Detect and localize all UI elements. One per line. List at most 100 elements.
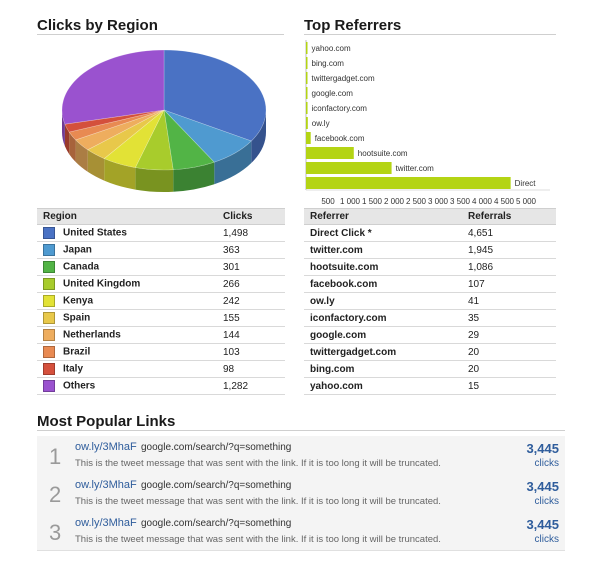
short-url-link[interactable]: ow.ly/3MhaF: [75, 441, 137, 453]
tweet-message: This is the tweet message that was sent …: [75, 458, 441, 469]
pie-slice-canada[interactable]: [163, 109, 215, 171]
referrer-bar[interactable]: [306, 72, 308, 84]
pie-slice-side: [251, 110, 266, 164]
referrer-bar[interactable]: [306, 57, 308, 69]
pie-slice-side: [62, 110, 65, 147]
pie-slice-spain[interactable]: [87, 109, 165, 159]
referrer-bar[interactable]: [306, 132, 311, 144]
region-clicks: 1,498: [217, 224, 285, 242]
referrer-row[interactable]: facebook.com 107: [304, 275, 556, 293]
pie-slice-brazil[interactable]: [68, 109, 165, 141]
referrer-row[interactable]: Direct Click * 4,651: [304, 224, 556, 242]
region-cell: Spain: [37, 309, 217, 327]
referrer-name: Direct Click *: [304, 224, 462, 242]
referrals-column-header[interactable]: Referrals: [462, 208, 556, 225]
region-clicks: 1,282: [217, 377, 285, 395]
referrer-row[interactable]: yahoo.com 15: [304, 377, 556, 395]
region-color-swatch: [43, 346, 55, 358]
region-clicks: 242: [217, 292, 285, 310]
pie-slice-side: [87, 149, 105, 181]
region-row[interactable]: Spain 155: [37, 309, 285, 327]
clicks-column-header[interactable]: Clicks: [217, 208, 285, 225]
region-name: Canada: [63, 261, 100, 273]
popular-link-row[interactable]: 1 ow.ly/3MhaF google.com/search/?q=somethi…: [37, 436, 565, 475]
pie-slice-italy[interactable]: [64, 109, 165, 133]
referrer-bar[interactable]: [306, 147, 354, 159]
referrer-bar[interactable]: [306, 162, 392, 174]
referrer-count: 20: [462, 343, 556, 361]
pie-slice-united-states[interactable]: [163, 49, 267, 142]
popular-link-row[interactable]: 2 ow.ly/3MhaF google.com/search/?q=somethi…: [37, 474, 565, 513]
region-row[interactable]: Canada 301: [37, 258, 285, 276]
region-color-swatch: [43, 312, 55, 324]
region-color-swatch: [43, 329, 55, 341]
region-row[interactable]: United Kingdom 266: [37, 275, 285, 293]
region-column-header[interactable]: Region: [37, 208, 217, 225]
referrer-column-header[interactable]: Referrer: [304, 208, 462, 225]
region-color-swatch: [43, 380, 55, 392]
x-tick-label: 3 000: [428, 197, 449, 206]
region-color-swatch: [43, 363, 55, 375]
region-row[interactable]: Kenya 242: [37, 292, 285, 310]
referrer-bar[interactable]: [306, 102, 308, 114]
referrer-count: 1,086: [462, 258, 556, 276]
pie-slice-side: [64, 124, 70, 155]
pie-slice-united-kingdom[interactable]: [134, 109, 174, 171]
short-url-link[interactable]: ow.ly/3MhaF: [75, 517, 137, 529]
link-rank: 1: [49, 444, 62, 469]
referrer-count: 15: [462, 377, 556, 395]
region-clicks: 363: [217, 241, 285, 259]
referrer-row[interactable]: twitter.com 1,945: [304, 241, 556, 259]
x-tick-label: 2 500: [406, 197, 427, 206]
region-table-header: Region Clicks: [37, 208, 285, 225]
region-cell: Others: [37, 377, 217, 395]
referrer-name: facebook.com: [304, 275, 462, 293]
click-count: 3,445: [526, 479, 559, 494]
destination-url: google.com/search/?q=something: [141, 518, 292, 529]
region-color-swatch: [43, 244, 55, 256]
referrer-row[interactable]: google.com 29: [304, 326, 556, 344]
pie-slice-japan[interactable]: [163, 109, 252, 163]
referrer-bar[interactable]: [306, 87, 308, 99]
referrer-count: 20: [462, 360, 556, 378]
referrer-title-divider: [304, 34, 556, 35]
pie-slice-others[interactable]: [61, 49, 165, 125]
link-rank: 3: [49, 520, 62, 545]
region-clicks: 98: [217, 360, 285, 378]
referrer-name: twittergadget.com: [304, 343, 462, 361]
referrer-count: 29: [462, 326, 556, 344]
x-tick-label: 500: [321, 197, 335, 206]
tweet-message: This is the tweet message that was sent …: [75, 534, 441, 545]
region-clicks: 155: [217, 309, 285, 327]
region-clicks: 144: [217, 326, 285, 344]
region-name: United States: [63, 227, 127, 239]
region-section-title: Clicks by Region: [37, 17, 158, 34]
referrer-name: twitter.com: [304, 241, 462, 259]
region-row[interactable]: Brazil 103: [37, 343, 285, 361]
region-row[interactable]: Netherlands 144: [37, 326, 285, 344]
clicks-unit-label: clicks: [534, 458, 559, 469]
referrer-row[interactable]: hootsuite.com 1,086: [304, 258, 556, 276]
clicks-unit-label: clicks: [534, 534, 559, 545]
referrer-count: 107: [462, 275, 556, 293]
region-row[interactable]: Japan 363: [37, 241, 285, 259]
referrer-row[interactable]: bing.com 20: [304, 360, 556, 378]
click-count: 3,445: [526, 441, 559, 456]
referrer-row[interactable]: iconfactory.com 35: [304, 309, 556, 327]
referrer-count: 4,651: [462, 224, 556, 242]
region-cell: Japan: [37, 241, 217, 259]
pie-slice-kenya[interactable]: [103, 109, 165, 168]
region-row[interactable]: Italy 98: [37, 360, 285, 378]
referrer-row[interactable]: ow.ly 41: [304, 292, 556, 310]
popular-link-row[interactable]: 3 ow.ly/3MhaF google.com/search/?q=somethi…: [37, 512, 565, 551]
region-cell: Netherlands: [37, 326, 217, 344]
short-url-link[interactable]: ow.ly/3MhaF: [75, 479, 137, 491]
referrer-bar[interactable]: [306, 177, 511, 189]
region-row[interactable]: Others 1,282: [37, 377, 285, 395]
referrer-row[interactable]: twittergadget.com 20: [304, 343, 556, 361]
region-row[interactable]: United States 1,498: [37, 224, 285, 242]
referrer-bar[interactable]: [306, 42, 308, 54]
clicks-unit-label: clicks: [534, 496, 559, 507]
referrer-bar[interactable]: [306, 117, 308, 129]
pie-slice-netherlands[interactable]: [75, 109, 165, 151]
